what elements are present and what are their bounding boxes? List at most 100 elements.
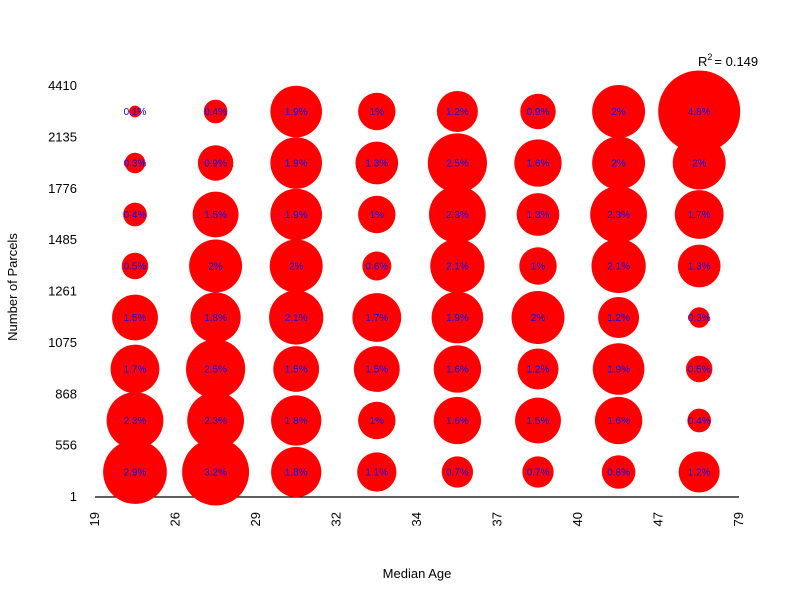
bubble-label: 1.6%: [446, 416, 469, 427]
bubble: [427, 133, 487, 193]
bubble: [592, 136, 646, 190]
bubble: [271, 446, 322, 498]
bubble-label: 0.4%: [204, 107, 227, 118]
bubble-label: 1.1%: [365, 468, 388, 479]
r-squared-symbol: R: [698, 54, 707, 69]
bubble-label: 1.2%: [527, 365, 550, 376]
bubble: [433, 345, 482, 393]
bubble: [355, 141, 399, 185]
x-tick-label: 47: [651, 512, 666, 526]
bubble-label: 1.9%: [285, 159, 308, 170]
bubble: [688, 307, 710, 328]
bubble: [522, 456, 554, 488]
bubble-label: 0.6%: [365, 262, 388, 273]
bubble: [270, 137, 323, 189]
y-tick-label: 1776: [48, 181, 77, 196]
bubble-label: 0.4%: [688, 416, 711, 427]
bubble: [358, 195, 396, 234]
bubble: [517, 348, 559, 390]
bubble: [677, 244, 721, 288]
bubble: [357, 452, 397, 492]
bubble-label: 1.3%: [688, 262, 711, 273]
bubble-label: 2.3%: [204, 416, 227, 427]
bubble-label: 1%: [370, 416, 385, 427]
bubble-label: 1.3%: [527, 210, 550, 221]
bubble: [362, 251, 392, 281]
y-tick-label: 1261: [48, 284, 77, 299]
bubble-label: 1%: [370, 107, 385, 118]
x-tick-label: 29: [248, 512, 263, 526]
bubble-label: 1%: [531, 262, 546, 273]
percentage-labels-layer: 2.9% 3.2% 1.8% 1.1% 0.7% 0.7% 0.8% 1.2% 2.3% 2.3%…: [124, 107, 711, 479]
bubble-label: 2%: [692, 159, 707, 170]
bubble-label: 1.2%: [688, 468, 711, 479]
bubble-label: 2.3%: [124, 416, 147, 427]
bubble-label: 1.3%: [365, 159, 388, 170]
bubble-label: 2.3%: [607, 210, 630, 221]
y-tick-label: 868: [55, 386, 77, 401]
bubble-label: 1.5%: [527, 416, 550, 427]
bubble-label: 1.9%: [285, 210, 308, 221]
bubble: [186, 339, 246, 399]
bubble-label: 1.5%: [124, 313, 147, 324]
bubble: [674, 190, 724, 239]
bubble: [594, 396, 643, 445]
bubble: [269, 290, 324, 345]
bubble: [511, 291, 565, 344]
bubble: [429, 186, 486, 243]
bubble: [516, 193, 560, 236]
bubble: [591, 238, 646, 294]
bubble: [182, 438, 250, 506]
y-axis-title: Number of Parcels: [5, 233, 20, 341]
x-tick-label: 40: [570, 512, 585, 526]
x-tick-label: 34: [409, 512, 424, 526]
bubble-label: 0.4%: [124, 210, 147, 221]
bubble: [353, 346, 400, 392]
y-tick-label: 1485: [48, 232, 77, 247]
bubble: [519, 247, 557, 285]
bubble-label: 1.6%: [527, 159, 550, 170]
bubble-label: 1.8%: [204, 313, 227, 324]
bubble-label: 1.9%: [607, 365, 630, 376]
x-tick-label: 37: [490, 512, 505, 526]
y-tick-label: 4410: [48, 78, 77, 93]
x-tick-label: 19: [87, 512, 102, 526]
bubble: [129, 105, 141, 118]
y-tick-label: 2135: [48, 129, 77, 144]
bubble: [106, 392, 164, 449]
bubble: [103, 440, 167, 504]
bubble-label: 0.1%: [124, 107, 147, 118]
y-tick-label: 1: [70, 489, 77, 504]
bubble: [110, 344, 160, 394]
bubble-label: 2.9%: [124, 468, 147, 479]
bubble: [269, 239, 323, 293]
bubble: [658, 70, 741, 153]
bubble: [358, 92, 396, 131]
bubble-label: 2%: [208, 262, 223, 273]
bubble-label: 1.2%: [446, 107, 469, 118]
bubble-label: 1.9%: [285, 107, 308, 118]
bubble: [436, 91, 478, 132]
bubble: [601, 455, 636, 489]
bubble: [514, 139, 562, 187]
y-tick-label: 1075: [48, 335, 77, 350]
bubble: [270, 188, 323, 241]
bubble: [441, 456, 474, 488]
bubble: [592, 85, 646, 138]
bubble: [273, 346, 320, 392]
y-axis-tick-labels: 1 556 868 1075 1261 1485 1776 2135 4410: [48, 78, 77, 504]
bubble-label: 0.5%: [124, 262, 147, 273]
bubble-label: 0.3%: [688, 313, 711, 324]
bubble-label: 0.7%: [527, 468, 550, 479]
bubble: [687, 408, 712, 433]
bubble-label: 2.5%: [446, 159, 469, 170]
bubble-label: 0.9%: [527, 107, 550, 118]
bubble-label: 1.8%: [285, 468, 308, 479]
x-tick-label: 32: [329, 512, 344, 526]
bubble: [189, 239, 243, 293]
bubble: [124, 152, 146, 174]
bubble-label: 2%: [611, 107, 626, 118]
bubble-label: 0.7%: [446, 468, 469, 479]
bubble-label: 2%: [531, 313, 546, 324]
